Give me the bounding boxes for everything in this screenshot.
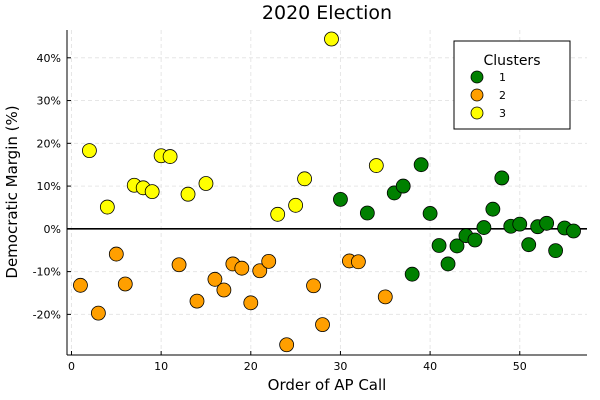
data-point-cluster-2 <box>207 271 223 287</box>
data-point-cluster-2 <box>306 278 321 294</box>
data-point-cluster-1 <box>476 220 492 235</box>
y-tick-label: 40% <box>37 52 61 65</box>
data-point-cluster-2 <box>216 282 232 298</box>
data-point-cluster-2 <box>279 337 295 353</box>
x-tick-label: 30 <box>333 360 347 373</box>
data-point-cluster-1 <box>512 216 528 232</box>
x-tick-label: 50 <box>513 360 527 373</box>
data-point-cluster-1 <box>431 238 447 253</box>
data-point-cluster-2 <box>350 254 366 270</box>
data-point-cluster-2 <box>171 257 187 273</box>
data-point-cluster-1 <box>440 256 456 272</box>
data-point-cluster-3 <box>162 149 178 164</box>
tick-labels: 0 10 20 30 40 50 -20% -10% 0% 10% 20% 30% 40% <box>33 52 527 373</box>
data-point-cluster-1 <box>539 215 555 231</box>
legend-label-1: 1 <box>499 71 506 84</box>
data-point-cluster-3 <box>270 206 286 222</box>
data-point-cluster-1 <box>548 243 564 259</box>
data-point-cluster-2 <box>117 276 133 292</box>
axes <box>66 30 587 356</box>
data-point-cluster-3 <box>324 31 339 47</box>
legend-marker-3 <box>470 106 484 120</box>
data-point-cluster-1 <box>404 266 420 282</box>
y-axis-label: Democratic Margin (%) <box>3 105 21 278</box>
data-point-cluster-2 <box>73 277 88 293</box>
x-tick-label: 0 <box>68 360 75 373</box>
y-tick-label: 20% <box>37 137 61 150</box>
data-point-cluster-1 <box>413 157 429 173</box>
legend: Clusters 1 2 3 <box>453 40 571 130</box>
data-points <box>73 31 581 353</box>
data-point-cluster-3 <box>297 171 312 187</box>
data-point-cluster-2 <box>377 289 393 305</box>
y-tick-label: -20% <box>33 308 61 321</box>
data-point-cluster-2 <box>315 317 330 333</box>
data-point-cluster-1 <box>449 238 465 254</box>
y-tick-label: 10% <box>37 180 61 193</box>
data-point-cluster-1 <box>467 232 483 248</box>
data-point-cluster-3 <box>82 143 97 158</box>
data-point-cluster-1 <box>485 201 501 217</box>
legend-marker-2 <box>470 88 484 102</box>
data-point-cluster-3 <box>288 197 304 213</box>
data-point-cluster-3 <box>99 199 115 215</box>
data-point-cluster-3 <box>368 158 384 173</box>
legend-label-2: 2 <box>499 89 506 102</box>
x-tick-label: 40 <box>423 360 437 373</box>
legend-marker-1 <box>470 70 484 84</box>
data-point-cluster-2 <box>261 253 277 269</box>
legend-title: Clusters <box>484 53 541 69</box>
x-axis-label: Order of AP Call <box>268 376 387 394</box>
data-point-cluster-2 <box>234 260 250 276</box>
data-point-cluster-2 <box>189 293 205 309</box>
x-tick-label: 10 <box>154 360 168 373</box>
chart-title: 2020 Election <box>262 2 392 24</box>
data-point-cluster-2 <box>90 305 106 321</box>
data-point-cluster-2 <box>243 295 259 311</box>
data-point-cluster-1 <box>566 223 581 239</box>
data-point-cluster-1 <box>359 205 375 221</box>
data-point-cluster-1 <box>494 170 510 186</box>
y-tick-label: 30% <box>37 95 61 108</box>
data-point-cluster-3 <box>180 186 196 202</box>
data-point-cluster-1 <box>395 178 411 194</box>
data-point-cluster-1 <box>333 191 348 207</box>
y-tick-label: 0% <box>44 223 61 236</box>
x-tick-label: 20 <box>244 360 258 373</box>
data-point-cluster-3 <box>144 184 160 200</box>
data-point-cluster-2 <box>108 246 124 262</box>
y-tick-label: -10% <box>33 266 61 279</box>
data-point-cluster-1 <box>422 206 438 221</box>
data-point-cluster-1 <box>521 237 537 253</box>
data-point-cluster-2 <box>252 263 268 279</box>
data-point-cluster-3 <box>198 176 214 191</box>
legend-label-3: 3 <box>499 107 506 120</box>
